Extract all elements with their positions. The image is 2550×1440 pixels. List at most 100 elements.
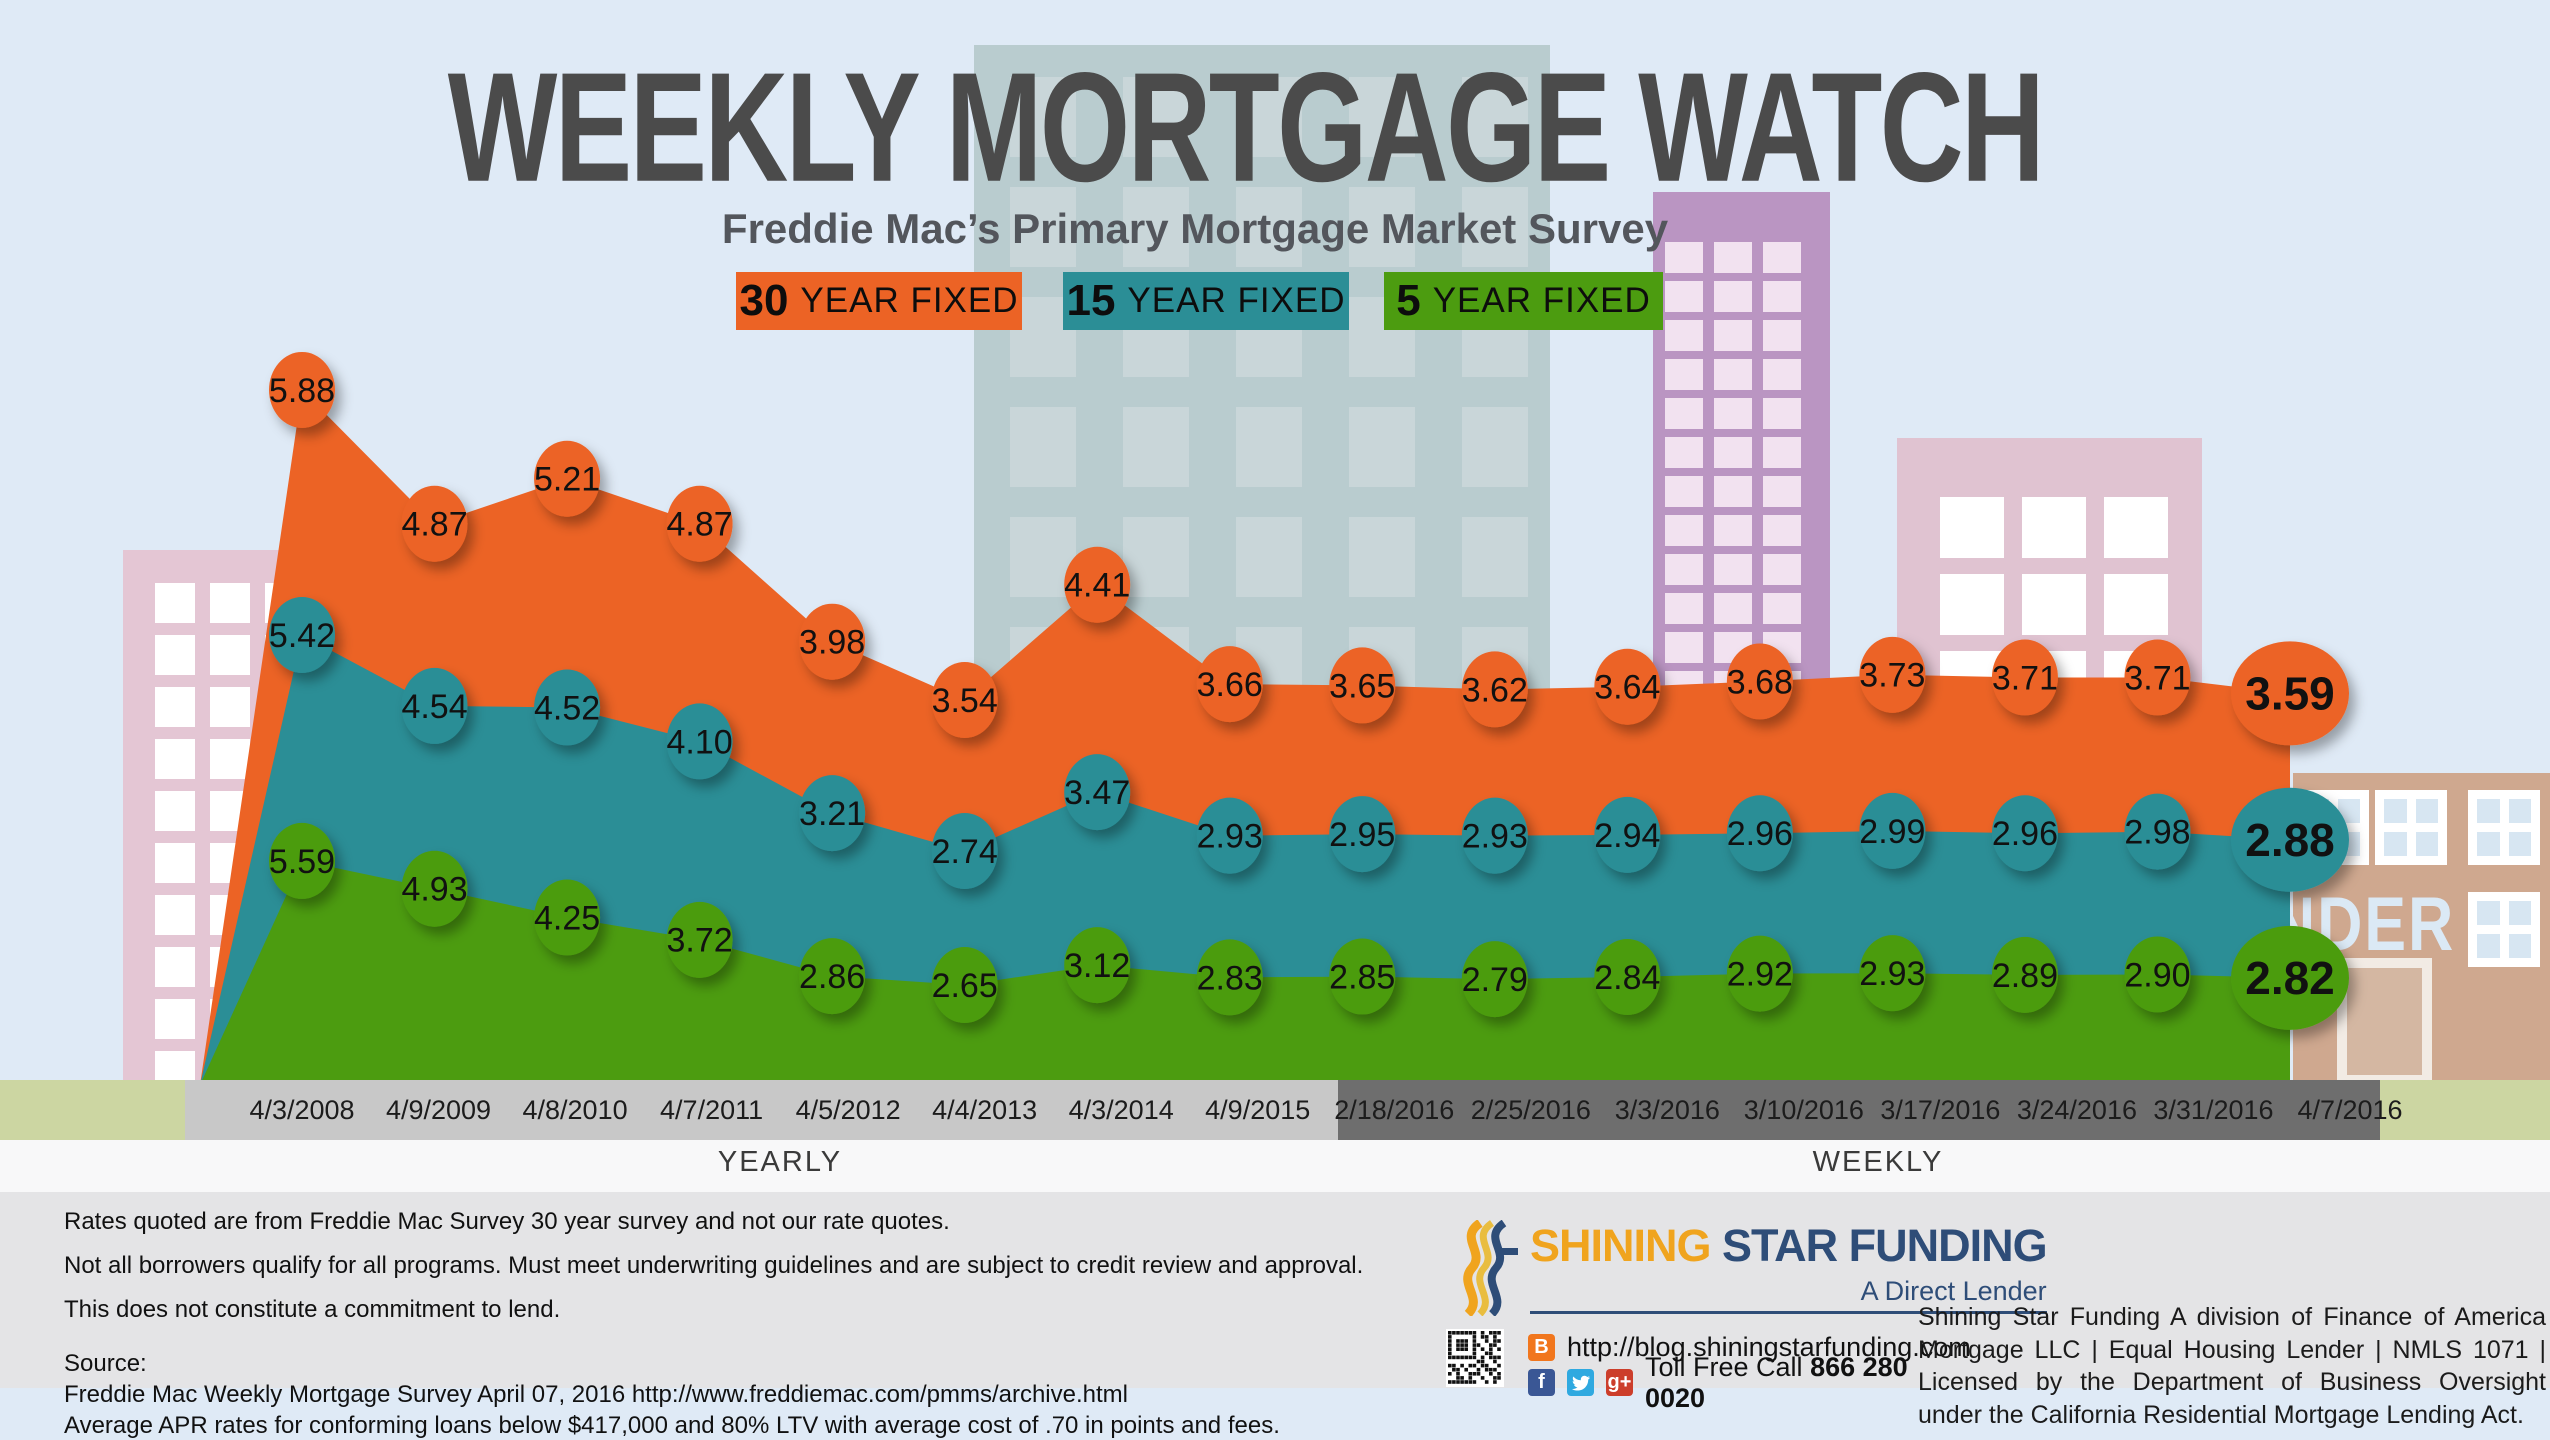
axis-date-label: 4/3/2014: [1068, 1095, 1174, 1125]
data-point-value: 4.25: [534, 899, 600, 937]
data-point-bubble: [931, 662, 998, 738]
axis-group-label-yearly: YEARLY: [717, 1146, 843, 1178]
building-window: [210, 739, 250, 779]
building-window: [210, 687, 250, 727]
data-point-bubble: [666, 703, 733, 780]
building-window: [1763, 359, 1801, 390]
data-point-value: 5.42: [269, 617, 335, 655]
data-point-bubble: [1991, 639, 2058, 716]
data-point-bubble: [1726, 795, 1793, 872]
data-point-bubble: [269, 822, 335, 899]
building-window: [1763, 554, 1801, 585]
building-window: [1665, 437, 1703, 468]
data-point-value: 2.95: [1329, 816, 1395, 854]
building-window: [1236, 77, 1302, 157]
data-point-value: 2.94: [1594, 817, 1660, 855]
tollfree-text: Toll Free Call 866 280 0020: [1645, 1352, 1971, 1414]
legend-label: YEAR FIXED: [1127, 281, 1346, 320]
building: [2293, 773, 2550, 1085]
building-window: [1123, 77, 1189, 157]
building-window: [1714, 398, 1752, 429]
building-window: [1665, 398, 1703, 429]
building-window: [155, 687, 195, 727]
axis-date-label: 4/7/2011: [660, 1095, 764, 1125]
building-window: [1714, 515, 1752, 546]
legend-item-5-year-fixed: 5 YEAR FIXED: [1384, 272, 1663, 330]
source-line: Average APR rates for conforming loans b…: [64, 1412, 1280, 1439]
twitter-icon[interactable]: [1567, 1369, 1594, 1396]
data-point-bubble: [799, 603, 866, 680]
data-point-bubble: [1064, 754, 1131, 831]
blogger-icon: B: [1528, 1334, 1555, 1361]
building-window: [155, 947, 195, 987]
data-point-value: 2.83: [1197, 959, 1263, 997]
facebook-icon[interactable]: f: [1528, 1369, 1555, 1396]
building-window: [2468, 892, 2540, 967]
axis-date-label: 2/25/2016: [1470, 1095, 1591, 1125]
building-window: [1665, 593, 1703, 624]
chart-area-3: [200, 860, 2290, 1085]
google-plus-icon[interactable]: g+: [1606, 1369, 1633, 1396]
building-window: [1714, 593, 1752, 624]
building-window: [1665, 515, 1703, 546]
building-window: [1123, 187, 1189, 267]
data-point-bubble: [799, 775, 866, 852]
data-point-bubble: [1594, 648, 1661, 725]
data-point-bubble: [1329, 647, 1396, 724]
axis-date-label: 4/7/2016: [2297, 1095, 2403, 1125]
data-point-bubble: [1991, 795, 2058, 872]
axis-date-label: 4/5/2012: [795, 1095, 901, 1125]
building-window: [155, 583, 195, 623]
building-window: [1763, 320, 1801, 351]
data-point-bubble: [534, 440, 601, 517]
axis-date-label: 4/9/2009: [385, 1095, 492, 1125]
building-window: [1714, 281, 1752, 312]
data-point-bubble: [1594, 938, 1661, 1015]
data-point-value: 3.59: [2245, 667, 2335, 719]
data-point-bubble: [534, 879, 601, 956]
building-window: [1236, 407, 1302, 487]
data-point-bubble: [1859, 792, 1926, 869]
disclaimer-block: Rates quoted are from Freddie Mac Survey…: [64, 1200, 1394, 1440]
axis-date-label: 3/31/2016: [2153, 1095, 2274, 1125]
data-point-bubble: [931, 813, 998, 889]
window-pane: [2477, 901, 2500, 925]
brand-name-star-funding: STAR FUNDING: [1710, 1220, 2048, 1271]
building-window: [155, 895, 195, 935]
data-point-value: 5.59: [269, 843, 335, 881]
building-window: [2375, 790, 2447, 865]
data-point-value: 2.88: [2245, 814, 2335, 866]
blog-url-link[interactable]: http://blog.shiningstarfunding.com: [1567, 1332, 1971, 1362]
data-point-value: 2.86: [799, 958, 865, 996]
page-subtitle: Freddie Mac’s Primary Mortgage Market Su…: [721, 205, 1669, 252]
building-window: [2104, 574, 2168, 635]
data-point-bubble: [2124, 936, 2191, 1013]
legal-text: Shining Star Funding A division of Finan…: [1918, 1303, 2546, 1429]
data-point-bubble: [1461, 941, 1528, 1018]
building-window: [155, 843, 195, 883]
building-window: [1665, 632, 1703, 663]
building-window: [1763, 242, 1801, 273]
data-point-bubble: [1064, 546, 1131, 623]
building-window: [1349, 517, 1415, 597]
data-point-bubble: [2231, 925, 2349, 1030]
brand-name-shining: SHINING: [1530, 1220, 1712, 1271]
axis-group-label-weekly: WEEKLY: [1812, 1146, 1944, 1178]
axis-date-label: 4/3/2008: [249, 1095, 355, 1125]
window-pane: [2477, 832, 2500, 856]
building-window: [1349, 407, 1415, 487]
building-window: [1462, 517, 1528, 597]
data-point-bubble: [534, 669, 601, 746]
data-point-value: 2.85: [1329, 958, 1395, 996]
building-window: [155, 791, 195, 831]
data-point-bubble: [666, 485, 733, 562]
brand-name: SHINING STAR FUNDING: [1530, 1220, 2048, 1272]
axis-band-weekly: [1338, 1080, 2380, 1140]
building-window: [1763, 281, 1801, 312]
data-point-value: 2.92: [1727, 956, 1793, 994]
building-window: [210, 583, 250, 623]
data-point-value: 3.21: [799, 795, 865, 833]
data-point-bubble: [1196, 939, 1263, 1016]
building-window: [155, 1051, 195, 1085]
